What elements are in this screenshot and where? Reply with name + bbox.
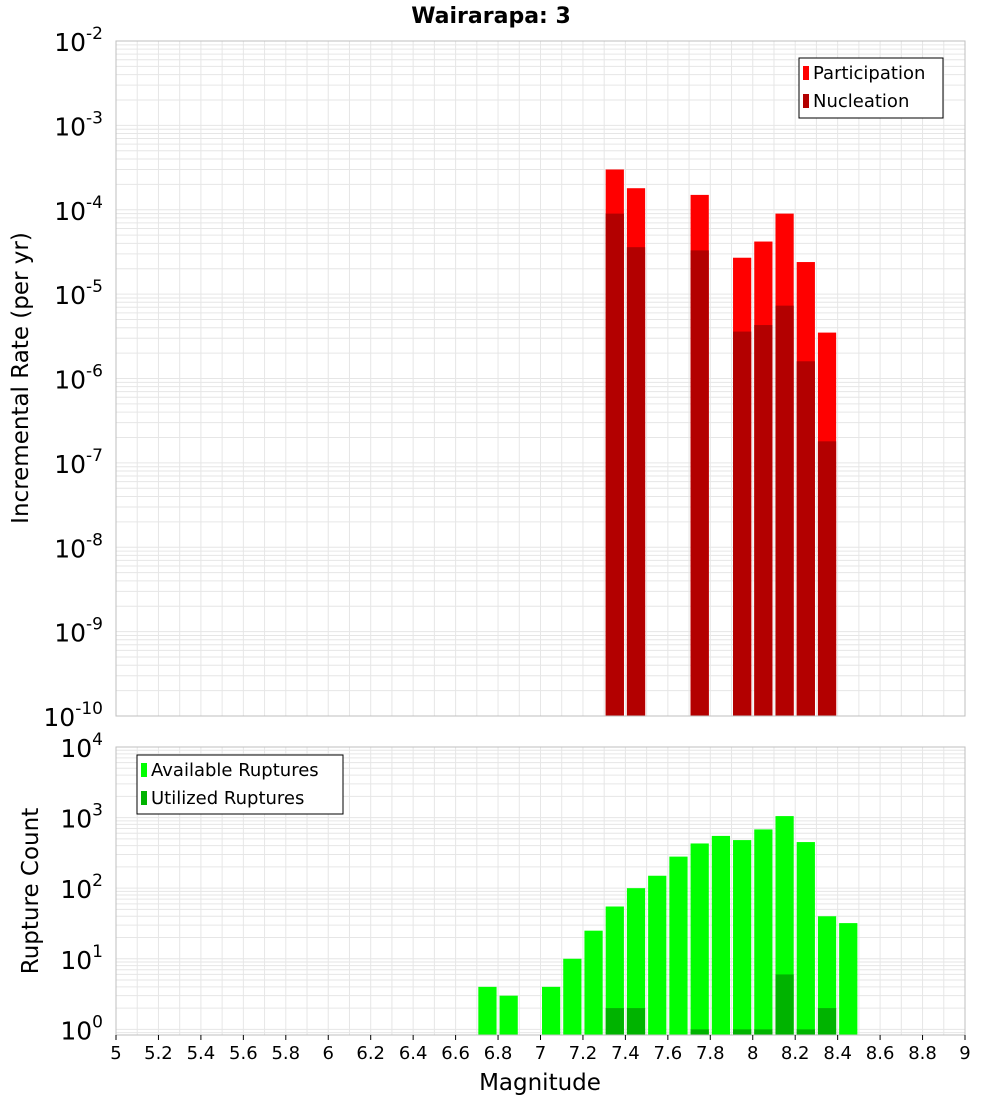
rate-bar-nucleation bbox=[754, 325, 773, 716]
legend-label-utilized: Utilized Ruptures bbox=[151, 788, 304, 809]
count-y-tick-label: 102 bbox=[60, 871, 103, 904]
count-bar-available-ruptures bbox=[690, 843, 709, 1035]
rate-y-ticks: 10-10 10-9 10-8 10-7 10-6 10-5 10-4 10-3 10-2 bbox=[43, 24, 103, 732]
x-tick-label: 7.6 bbox=[654, 1043, 683, 1064]
rate-y-tick-label: 10-4 bbox=[54, 193, 103, 226]
rate-y-tick-label: 10-5 bbox=[54, 277, 103, 310]
legend-swatch-participation bbox=[803, 66, 809, 80]
count-y-tick-label: 101 bbox=[60, 942, 103, 975]
count-bar-available-ruptures bbox=[796, 842, 815, 1035]
x-tick-label: 5.2 bbox=[144, 1043, 173, 1064]
count-bar-available-ruptures bbox=[626, 888, 646, 1035]
x-tick-label: 6.8 bbox=[484, 1043, 513, 1064]
count-bar-utilized-ruptures bbox=[690, 1029, 709, 1035]
count-bar-utilized-ruptures bbox=[817, 1008, 837, 1035]
x-tick-label: 6 bbox=[323, 1043, 334, 1064]
x-tick-label: 8.8 bbox=[908, 1043, 937, 1064]
rate-bar-nucleation bbox=[690, 250, 709, 717]
count-legend: Available Ruptures Utilized Ruptures bbox=[136, 754, 344, 815]
rate-y-axis-label: Incremental Rate (per yr) bbox=[8, 232, 34, 524]
count-y-tick-label: 103 bbox=[60, 801, 103, 834]
count-bar-available-ruptures bbox=[542, 986, 561, 1035]
count-bar-available-ruptures bbox=[648, 875, 667, 1035]
count-y-axis-label: Rupture Count bbox=[18, 808, 44, 974]
count-panel: 100 101 102 103 104 5 5.2 5.4 5.6 5.8 6 6.2 6.4 6.6 6… bbox=[18, 730, 971, 1096]
rate-bar-nucleation bbox=[626, 247, 646, 716]
count-bar-utilized-ruptures bbox=[626, 1008, 646, 1035]
count-legend-box bbox=[136, 754, 344, 815]
count-bar-available-ruptures bbox=[839, 923, 858, 1035]
x-tick-label: 5 bbox=[110, 1043, 121, 1064]
rate-bar-nucleation bbox=[775, 305, 794, 716]
count-bars bbox=[478, 816, 858, 1035]
rate-bar-nucleation bbox=[733, 331, 752, 716]
legend-swatch-available bbox=[141, 763, 147, 777]
x-tick-label: 7.2 bbox=[569, 1043, 598, 1064]
rate-y-tick-label: 10-9 bbox=[54, 615, 103, 648]
rate-bar-nucleation bbox=[605, 213, 624, 717]
count-bar-available-ruptures bbox=[754, 829, 773, 1035]
x-tick-label: 5.4 bbox=[187, 1043, 216, 1064]
count-bar-available-ruptures bbox=[733, 840, 752, 1035]
x-axis-label: Magnitude bbox=[479, 1070, 601, 1096]
x-tick-label: 7.8 bbox=[696, 1043, 725, 1064]
rate-panel: 10-10 10-9 10-8 10-7 10-6 10-5 10-4 10-3 10-2 In… bbox=[8, 24, 966, 732]
count-bar-available-ruptures bbox=[711, 835, 731, 1035]
x-tick-label: 7 bbox=[535, 1043, 546, 1064]
count-bar-utilized-ruptures bbox=[754, 1029, 773, 1035]
x-tick-label: 7.4 bbox=[611, 1043, 640, 1064]
x-tick-label: 8.6 bbox=[866, 1043, 895, 1064]
count-bar-utilized-ruptures bbox=[775, 974, 794, 1035]
rate-bars bbox=[605, 169, 837, 717]
legend-swatch-utilized bbox=[141, 791, 147, 805]
rate-bar-nucleation bbox=[796, 361, 815, 716]
rate-y-tick-label: 10-8 bbox=[54, 530, 103, 563]
x-tick-label: 8.4 bbox=[823, 1043, 852, 1064]
rate-legend-box bbox=[798, 57, 944, 119]
count-bar-available-ruptures bbox=[669, 856, 688, 1035]
legend-label-participation: Participation bbox=[813, 63, 925, 84]
count-y-tick-label: 100 bbox=[60, 1012, 103, 1045]
rate-y-tick-label: 10-10 bbox=[43, 699, 103, 732]
count-bar-available-ruptures bbox=[563, 958, 582, 1035]
count-y-tick-label: 104 bbox=[60, 730, 103, 763]
rate-gridlines bbox=[115, 41, 966, 717]
rate-y-tick-label: 10-3 bbox=[54, 108, 103, 141]
count-bar-utilized-ruptures bbox=[733, 1029, 752, 1035]
count-bar-available-ruptures bbox=[817, 916, 837, 1035]
count-bar-available-ruptures bbox=[605, 906, 624, 1035]
rate-y-tick-label: 10-7 bbox=[54, 446, 103, 479]
count-bar-utilized-ruptures bbox=[796, 1029, 815, 1035]
rate-bar-nucleation bbox=[817, 441, 837, 716]
legend-label-available: Available Ruptures bbox=[151, 760, 319, 781]
count-bar-available-ruptures bbox=[499, 995, 518, 1035]
x-tick-label: 6.2 bbox=[356, 1043, 385, 1064]
x-tick-label: 9 bbox=[959, 1043, 970, 1064]
x-tick-label: 5.8 bbox=[271, 1043, 300, 1064]
chart-title: Wairarapa: 3 bbox=[411, 4, 571, 29]
count-bar-available-ruptures bbox=[584, 930, 603, 1035]
x-tick-label: 6.6 bbox=[441, 1043, 470, 1064]
rate-legend: Participation Nucleation bbox=[798, 57, 944, 119]
legend-label-nucleation: Nucleation bbox=[813, 91, 909, 112]
x-tick-label: 5.6 bbox=[229, 1043, 258, 1064]
rate-y-tick-label: 10-2 bbox=[54, 24, 103, 57]
x-tick-label: 8.2 bbox=[781, 1043, 810, 1064]
rate-y-tick-label: 10-6 bbox=[54, 362, 103, 395]
x-tick-label: 6.4 bbox=[399, 1043, 428, 1064]
rate-plot-frame bbox=[115, 40, 966, 717]
legend-swatch-nucleation bbox=[803, 94, 809, 108]
count-bar-available-ruptures bbox=[478, 986, 497, 1035]
x-tick-label: 8 bbox=[747, 1043, 758, 1064]
count-bar-utilized-ruptures bbox=[605, 1008, 624, 1035]
count-y-ticks: 100 101 102 103 104 bbox=[60, 730, 103, 1045]
x-ticks: 5 5.2 5.4 5.6 5.8 6 6.2 6.4 6.6 6.8 7 7.2 7.4 7.6 7.8 8… bbox=[110, 1035, 971, 1064]
